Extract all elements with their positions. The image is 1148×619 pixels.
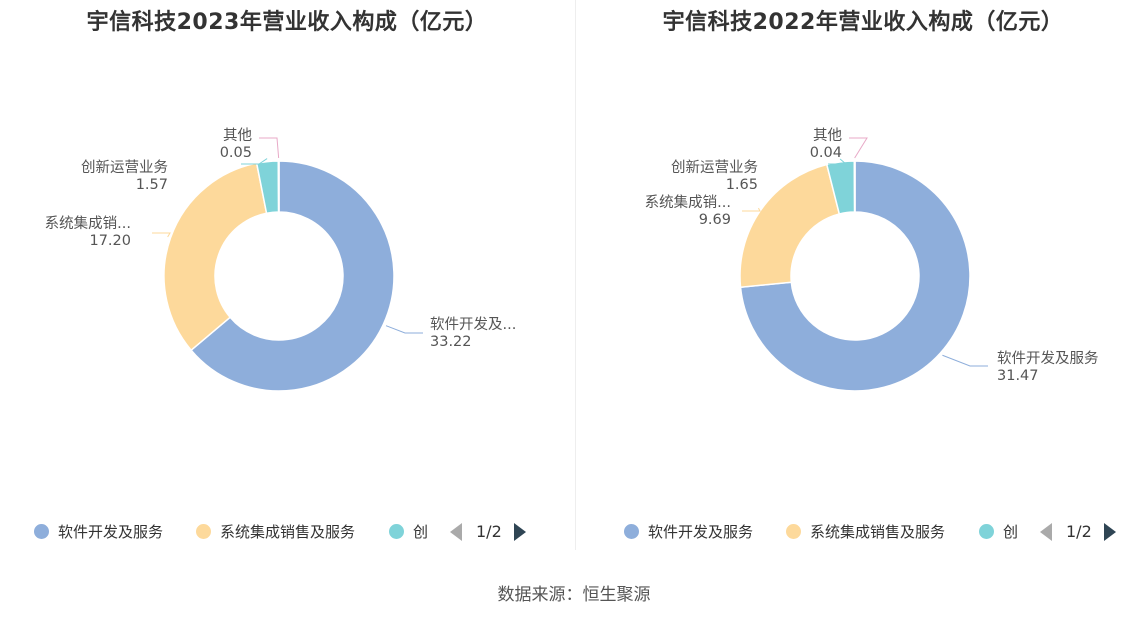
- slice-software[interactable]: [739, 160, 971, 392]
- chart-title: 宇信科技2022年营业收入构成（亿元）: [662, 10, 1064, 35]
- slice-label: 其他: [223, 127, 252, 144]
- slice-other[interactable]: [853, 160, 856, 213]
- slice-value-label: 33.22: [430, 334, 472, 350]
- legend-item-software[interactable]: 软件开发及服务: [34, 519, 163, 545]
- label-leader-line: [828, 158, 848, 165]
- slice-label: 系统集成销...: [45, 215, 131, 232]
- legend: 软件开发及服务 系统集成销售及服务 创 1/2: [576, 519, 1148, 545]
- label-leader-line: [385, 325, 423, 334]
- legend-item-system-integration[interactable]: 系统集成销售及服务: [786, 519, 945, 545]
- slice-value-label: 17.20: [89, 233, 131, 249]
- label-leader-line: [742, 207, 761, 212]
- legend-page-indicator: 1/2: [476, 522, 502, 541]
- label-leader-line: [259, 137, 280, 159]
- prev-page-icon[interactable]: [450, 523, 462, 541]
- panel-divider: [575, 0, 576, 550]
- legend-pager: 1/2: [1040, 519, 1116, 545]
- legend-dot: [196, 524, 211, 539]
- label-leader-line: [152, 232, 171, 238]
- legend-item-software[interactable]: 软件开发及服务: [624, 519, 753, 545]
- slice-label: 软件开发及...: [430, 316, 516, 333]
- legend-page-indicator: 1/2: [1066, 522, 1092, 541]
- data-source-note: 数据来源：恒生聚源: [497, 585, 651, 605]
- legend-item-innovation[interactable]: 创: [979, 519, 1018, 545]
- next-page-icon[interactable]: [513, 523, 526, 541]
- chart-panel-2023: 宇信科技2023年营业收入构成（亿元） 软件开发及... 33.22 系统集成销..…: [0, 0, 574, 560]
- next-page-icon[interactable]: [1103, 523, 1116, 541]
- label-leader-line: [241, 158, 268, 165]
- slice-value-label: 1.65: [726, 177, 758, 193]
- slice-value-label: 31.47: [997, 368, 1039, 384]
- chart-panel-2022: 宇信科技2022年营业收入构成（亿元） 软件开发及服务 31.47 系统集成销...…: [576, 0, 1148, 560]
- legend-dot: [786, 524, 801, 539]
- legend: 软件开发及服务 系统集成销售及服务 创 1/2: [0, 519, 574, 545]
- slice-label: 创新运营业务: [671, 159, 758, 176]
- slice-other[interactable]: [277, 160, 280, 213]
- slice-system-integration[interactable]: [739, 163, 841, 289]
- prev-page-icon[interactable]: [1040, 523, 1052, 541]
- legend-item-system-integration[interactable]: 系统集成销售及服务: [196, 519, 355, 545]
- label-leader-line: [942, 354, 988, 367]
- slice-system-integration[interactable]: [163, 162, 268, 352]
- slice-value-label: 1.57: [136, 177, 168, 193]
- slice-software[interactable]: [190, 160, 395, 392]
- legend-dot: [624, 524, 639, 539]
- legend-item-innovation[interactable]: 创: [389, 519, 428, 545]
- slice-value-label: 0.04: [810, 145, 842, 161]
- slice-label: 其他: [813, 127, 842, 144]
- label-leader-line: [849, 137, 868, 159]
- legend-dot: [34, 524, 49, 539]
- legend-dot: [979, 524, 994, 539]
- slice-value-label: 0.05: [220, 145, 252, 161]
- legend-dot: [389, 524, 404, 539]
- slice-label: 创新运营业务: [81, 159, 168, 176]
- slice-value-label: 9.69: [699, 212, 731, 228]
- legend-pager: 1/2: [450, 519, 526, 545]
- slice-label: 软件开发及服务: [997, 350, 1099, 367]
- slice-label: 系统集成销...: [645, 194, 731, 211]
- chart-title: 宇信科技2023年营业收入构成（亿元）: [86, 10, 488, 35]
